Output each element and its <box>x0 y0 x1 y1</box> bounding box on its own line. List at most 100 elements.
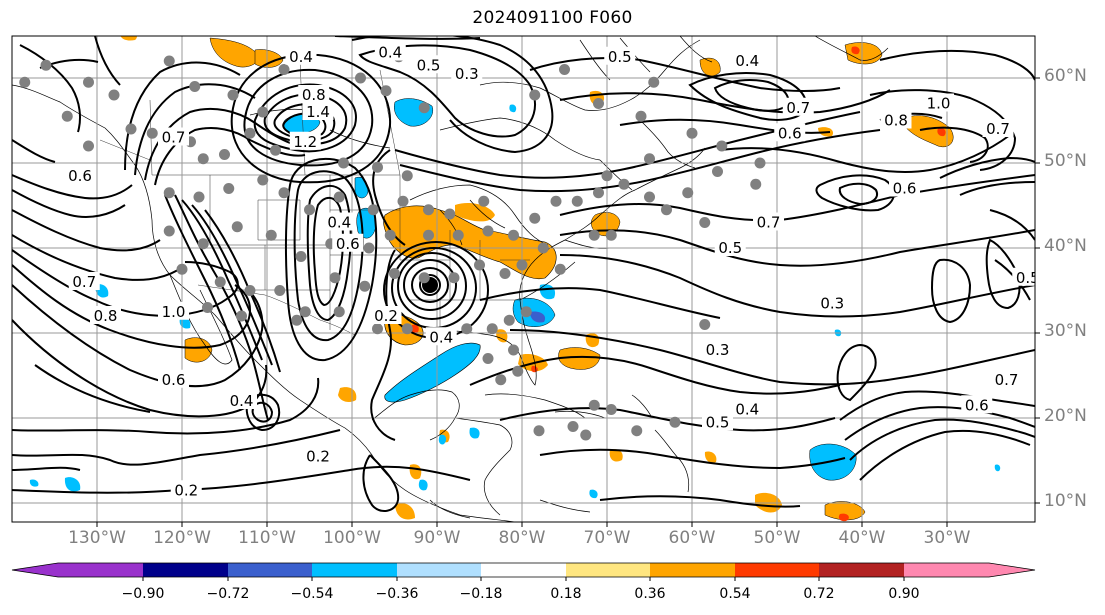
contour-label-bg <box>604 46 636 65</box>
contour-label: 0.4 <box>735 52 759 70</box>
lon-label-30w: 30°W <box>923 528 971 548</box>
station-dot <box>291 314 303 326</box>
station-dot <box>244 285 256 296</box>
station-dot <box>559 64 570 75</box>
station-dot <box>401 323 413 335</box>
station-dot <box>367 204 379 216</box>
contour-label: 0.8 <box>94 307 118 325</box>
station-dot <box>219 149 230 160</box>
station-dot <box>499 268 511 279</box>
station-dot <box>227 89 239 101</box>
contour-label-bg <box>302 446 334 465</box>
station-dot <box>478 195 490 207</box>
contour-label: 1.4 <box>306 103 330 121</box>
station-dot <box>631 425 643 437</box>
contour-label: 0.8 <box>302 86 326 104</box>
lon-label-70w: 70°W <box>583 528 631 548</box>
station-dot <box>474 259 485 271</box>
station-dot <box>372 323 383 335</box>
contour-label-bg <box>714 238 746 256</box>
lon-label-120w: 120°W <box>153 528 211 548</box>
station-dot <box>61 110 73 122</box>
contour-label-bg <box>158 301 189 320</box>
contour-label-bg <box>64 165 96 184</box>
contour-label: 0.7 <box>995 371 1019 389</box>
colorbar-extend-high <box>989 563 1035 577</box>
contour-label-bg <box>880 110 912 129</box>
contour-label-bg <box>889 178 920 197</box>
station-dot <box>716 140 728 152</box>
station-dot <box>486 323 498 335</box>
station-dot <box>444 208 456 220</box>
contour-label: 0.4 <box>378 44 402 62</box>
station-dot <box>363 242 375 254</box>
station-dot <box>550 195 562 207</box>
station-dot <box>699 217 711 228</box>
station-dot <box>423 204 434 216</box>
contour-label: 0.4 <box>289 48 313 66</box>
station-dot <box>618 178 630 190</box>
station-dot <box>295 251 307 262</box>
station-dot <box>418 102 430 114</box>
station-dot <box>338 157 349 169</box>
station-dot <box>401 170 413 182</box>
station-dot <box>635 110 647 122</box>
station-dot <box>274 285 286 296</box>
station-dot <box>265 229 277 241</box>
station-dot <box>516 259 528 271</box>
station-dot <box>571 195 583 207</box>
contour-label-bg <box>923 93 954 112</box>
contour-label-bg <box>158 369 189 388</box>
contour-label: 0.4 <box>327 214 351 232</box>
contour-label-bg <box>782 97 814 116</box>
colorbar-outline <box>11 562 1036 578</box>
station-dot <box>270 144 281 156</box>
station-dot <box>512 365 524 377</box>
lon-label-130w: 130°W <box>68 528 126 548</box>
station-dot <box>83 76 94 88</box>
contour-label-bg <box>285 46 317 65</box>
contour-label-bg <box>323 212 355 231</box>
station-dot <box>661 204 672 216</box>
station-dot <box>529 89 541 101</box>
station-dot <box>588 229 600 241</box>
station-dot <box>508 344 519 356</box>
contour-label-bg <box>413 55 444 74</box>
contour-label-bg <box>425 327 457 346</box>
contour-label: 0.4 <box>429 328 453 346</box>
station-dot <box>278 64 290 75</box>
contour-label: 0.2 <box>306 447 330 465</box>
lon-label-100w: 100°W <box>323 528 381 548</box>
station-dot <box>593 187 604 199</box>
contour-label-bg <box>702 340 733 358</box>
contour-label: 0.5 <box>706 413 730 431</box>
station-dot <box>508 229 519 241</box>
lon-label-90w: 90°W <box>413 528 461 548</box>
station-dot <box>197 153 209 165</box>
station-dot <box>669 416 681 428</box>
contour-label-bg <box>170 480 202 499</box>
contour-label: 0.8 <box>884 112 908 130</box>
station-dot <box>750 178 762 190</box>
station-dot <box>682 187 694 199</box>
station-dot <box>384 229 396 241</box>
station-dot <box>257 174 269 186</box>
lon-label-40w: 40°W <box>838 528 886 548</box>
station-dot <box>537 242 549 254</box>
colorbar-tick-label: 0.18 <box>550 586 582 602</box>
station-dot <box>686 127 698 139</box>
contour-label: 0.3 <box>706 341 730 359</box>
contour-label-bg <box>226 391 257 409</box>
station-dot <box>299 306 311 318</box>
contour-label: 0.5 <box>608 48 632 66</box>
station-dot <box>329 272 341 284</box>
station-dot <box>529 212 541 224</box>
station-dot <box>580 429 592 441</box>
contour-label-bg <box>302 102 334 120</box>
station-dot <box>461 323 473 335</box>
contour-label: 0.3 <box>820 294 844 312</box>
colorbar-segment <box>735 563 819 577</box>
station-dot <box>304 204 315 216</box>
contour-label-bg <box>731 51 763 69</box>
station-dot <box>605 229 617 241</box>
